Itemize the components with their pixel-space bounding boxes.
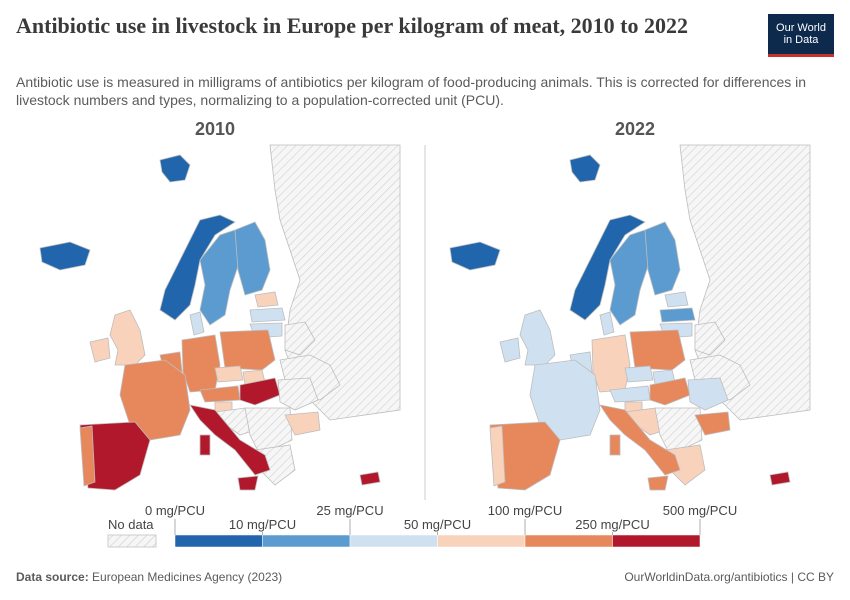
map-panel-2022 bbox=[410, 144, 811, 500]
data-source-label: Data source: bbox=[16, 570, 89, 584]
legend-tick-label: 10 mg/PCU bbox=[229, 517, 296, 532]
country-sardinia[interactable] bbox=[609, 434, 621, 456]
data-source: Data source: European Medicines Agency (… bbox=[16, 570, 282, 584]
country-hungary[interactable] bbox=[649, 377, 691, 406]
country-iceland[interactable] bbox=[449, 241, 501, 271]
chart-title: Antibiotic use in livestock in Europe pe… bbox=[16, 13, 689, 38]
country-denmark[interactable] bbox=[599, 311, 615, 336]
country-sicily[interactable] bbox=[237, 475, 259, 491]
legend-tick-label: 50 mg/PCU bbox=[404, 517, 471, 532]
legend-swatch-5[interactable] bbox=[612, 534, 701, 548]
country-romania[interactable] bbox=[687, 377, 729, 411]
legend-tick-label: 250 mg/PCU bbox=[575, 517, 649, 532]
country-france[interactable] bbox=[529, 359, 601, 441]
country-portugal[interactable] bbox=[489, 425, 506, 487]
logo-line-1: Our World bbox=[776, 22, 826, 34]
country-latvia[interactable] bbox=[249, 307, 286, 323]
map-panel-2010 bbox=[0, 144, 401, 500]
country-belarus[interactable] bbox=[284, 321, 316, 356]
country-sweden[interactable] bbox=[609, 229, 651, 326]
country-italy[interactable] bbox=[599, 404, 681, 476]
country-poland[interactable] bbox=[629, 329, 686, 371]
country-iberia[interactable] bbox=[79, 421, 151, 491]
country-romania[interactable] bbox=[277, 377, 319, 411]
legend-swatch-0[interactable] bbox=[174, 534, 263, 548]
country-belarus[interactable] bbox=[694, 321, 726, 356]
country-germany[interactable] bbox=[181, 334, 221, 393]
chart-subtitle: Antibiotic use is measured in milligrams… bbox=[16, 74, 807, 108]
map-panels: 2010 2022 bbox=[0, 119, 811, 500]
country-estonia[interactable] bbox=[664, 291, 689, 308]
legend-swatch-2[interactable] bbox=[349, 534, 438, 548]
country-svalbard[interactable] bbox=[569, 154, 601, 183]
country-iberia[interactable] bbox=[489, 421, 561, 491]
country-denmark[interactable] bbox=[189, 311, 205, 336]
legend-nodata-label: No data bbox=[108, 517, 154, 532]
country-estonia[interactable] bbox=[254, 291, 279, 308]
country-iceland[interactable] bbox=[39, 241, 91, 271]
country-sardinia[interactable] bbox=[199, 434, 211, 456]
legend-tick-label: 100 mg/PCU bbox=[488, 503, 562, 518]
data-source-text[interactable]: European Medicines Agency (2023) bbox=[92, 570, 283, 584]
legend-swatch-3[interactable] bbox=[437, 534, 526, 548]
country-finland[interactable] bbox=[234, 221, 271, 296]
legend-tick-label: 0 mg/PCU bbox=[145, 503, 205, 518]
country-portugal[interactable] bbox=[79, 425, 96, 487]
footer-link[interactable]: OurWorldinData.org/antibiotics | CC BY bbox=[624, 570, 834, 584]
country-bulgaria[interactable] bbox=[284, 411, 321, 436]
country-czechia[interactable] bbox=[214, 365, 244, 383]
country-ireland[interactable] bbox=[89, 337, 111, 363]
panel-year-label-2010: 2010 bbox=[195, 119, 235, 139]
country-poland[interactable] bbox=[219, 329, 276, 371]
panel-year-label-2022: 2022 bbox=[615, 119, 655, 139]
logo-line-2: in Data bbox=[783, 34, 819, 46]
country-cyprus[interactable] bbox=[359, 471, 381, 486]
country-latvia[interactable] bbox=[659, 307, 696, 323]
country-sweden[interactable] bbox=[199, 229, 241, 326]
country-czechia[interactable] bbox=[624, 365, 654, 383]
country-svalbard[interactable] bbox=[159, 154, 191, 183]
country-germany[interactable] bbox=[591, 334, 631, 393]
country-sicily[interactable] bbox=[647, 475, 669, 491]
country-ireland[interactable] bbox=[499, 337, 521, 363]
country-bulgaria[interactable] bbox=[694, 411, 731, 436]
country-italy[interactable] bbox=[189, 404, 271, 476]
country-cyprus[interactable] bbox=[769, 471, 791, 486]
legend-nodata-swatch[interactable] bbox=[107, 534, 157, 548]
country-hungary[interactable] bbox=[239, 377, 281, 406]
country-finland[interactable] bbox=[644, 221, 681, 296]
owid-logo[interactable]: Our World in Data bbox=[768, 14, 834, 57]
legend-swatch-1[interactable] bbox=[262, 534, 351, 548]
country-france[interactable] bbox=[119, 359, 191, 441]
legend-swatch-4[interactable] bbox=[524, 534, 613, 548]
legend-tick-label: 500 mg/PCU bbox=[663, 503, 737, 518]
legend-tick-label: 25 mg/PCU bbox=[316, 503, 383, 518]
